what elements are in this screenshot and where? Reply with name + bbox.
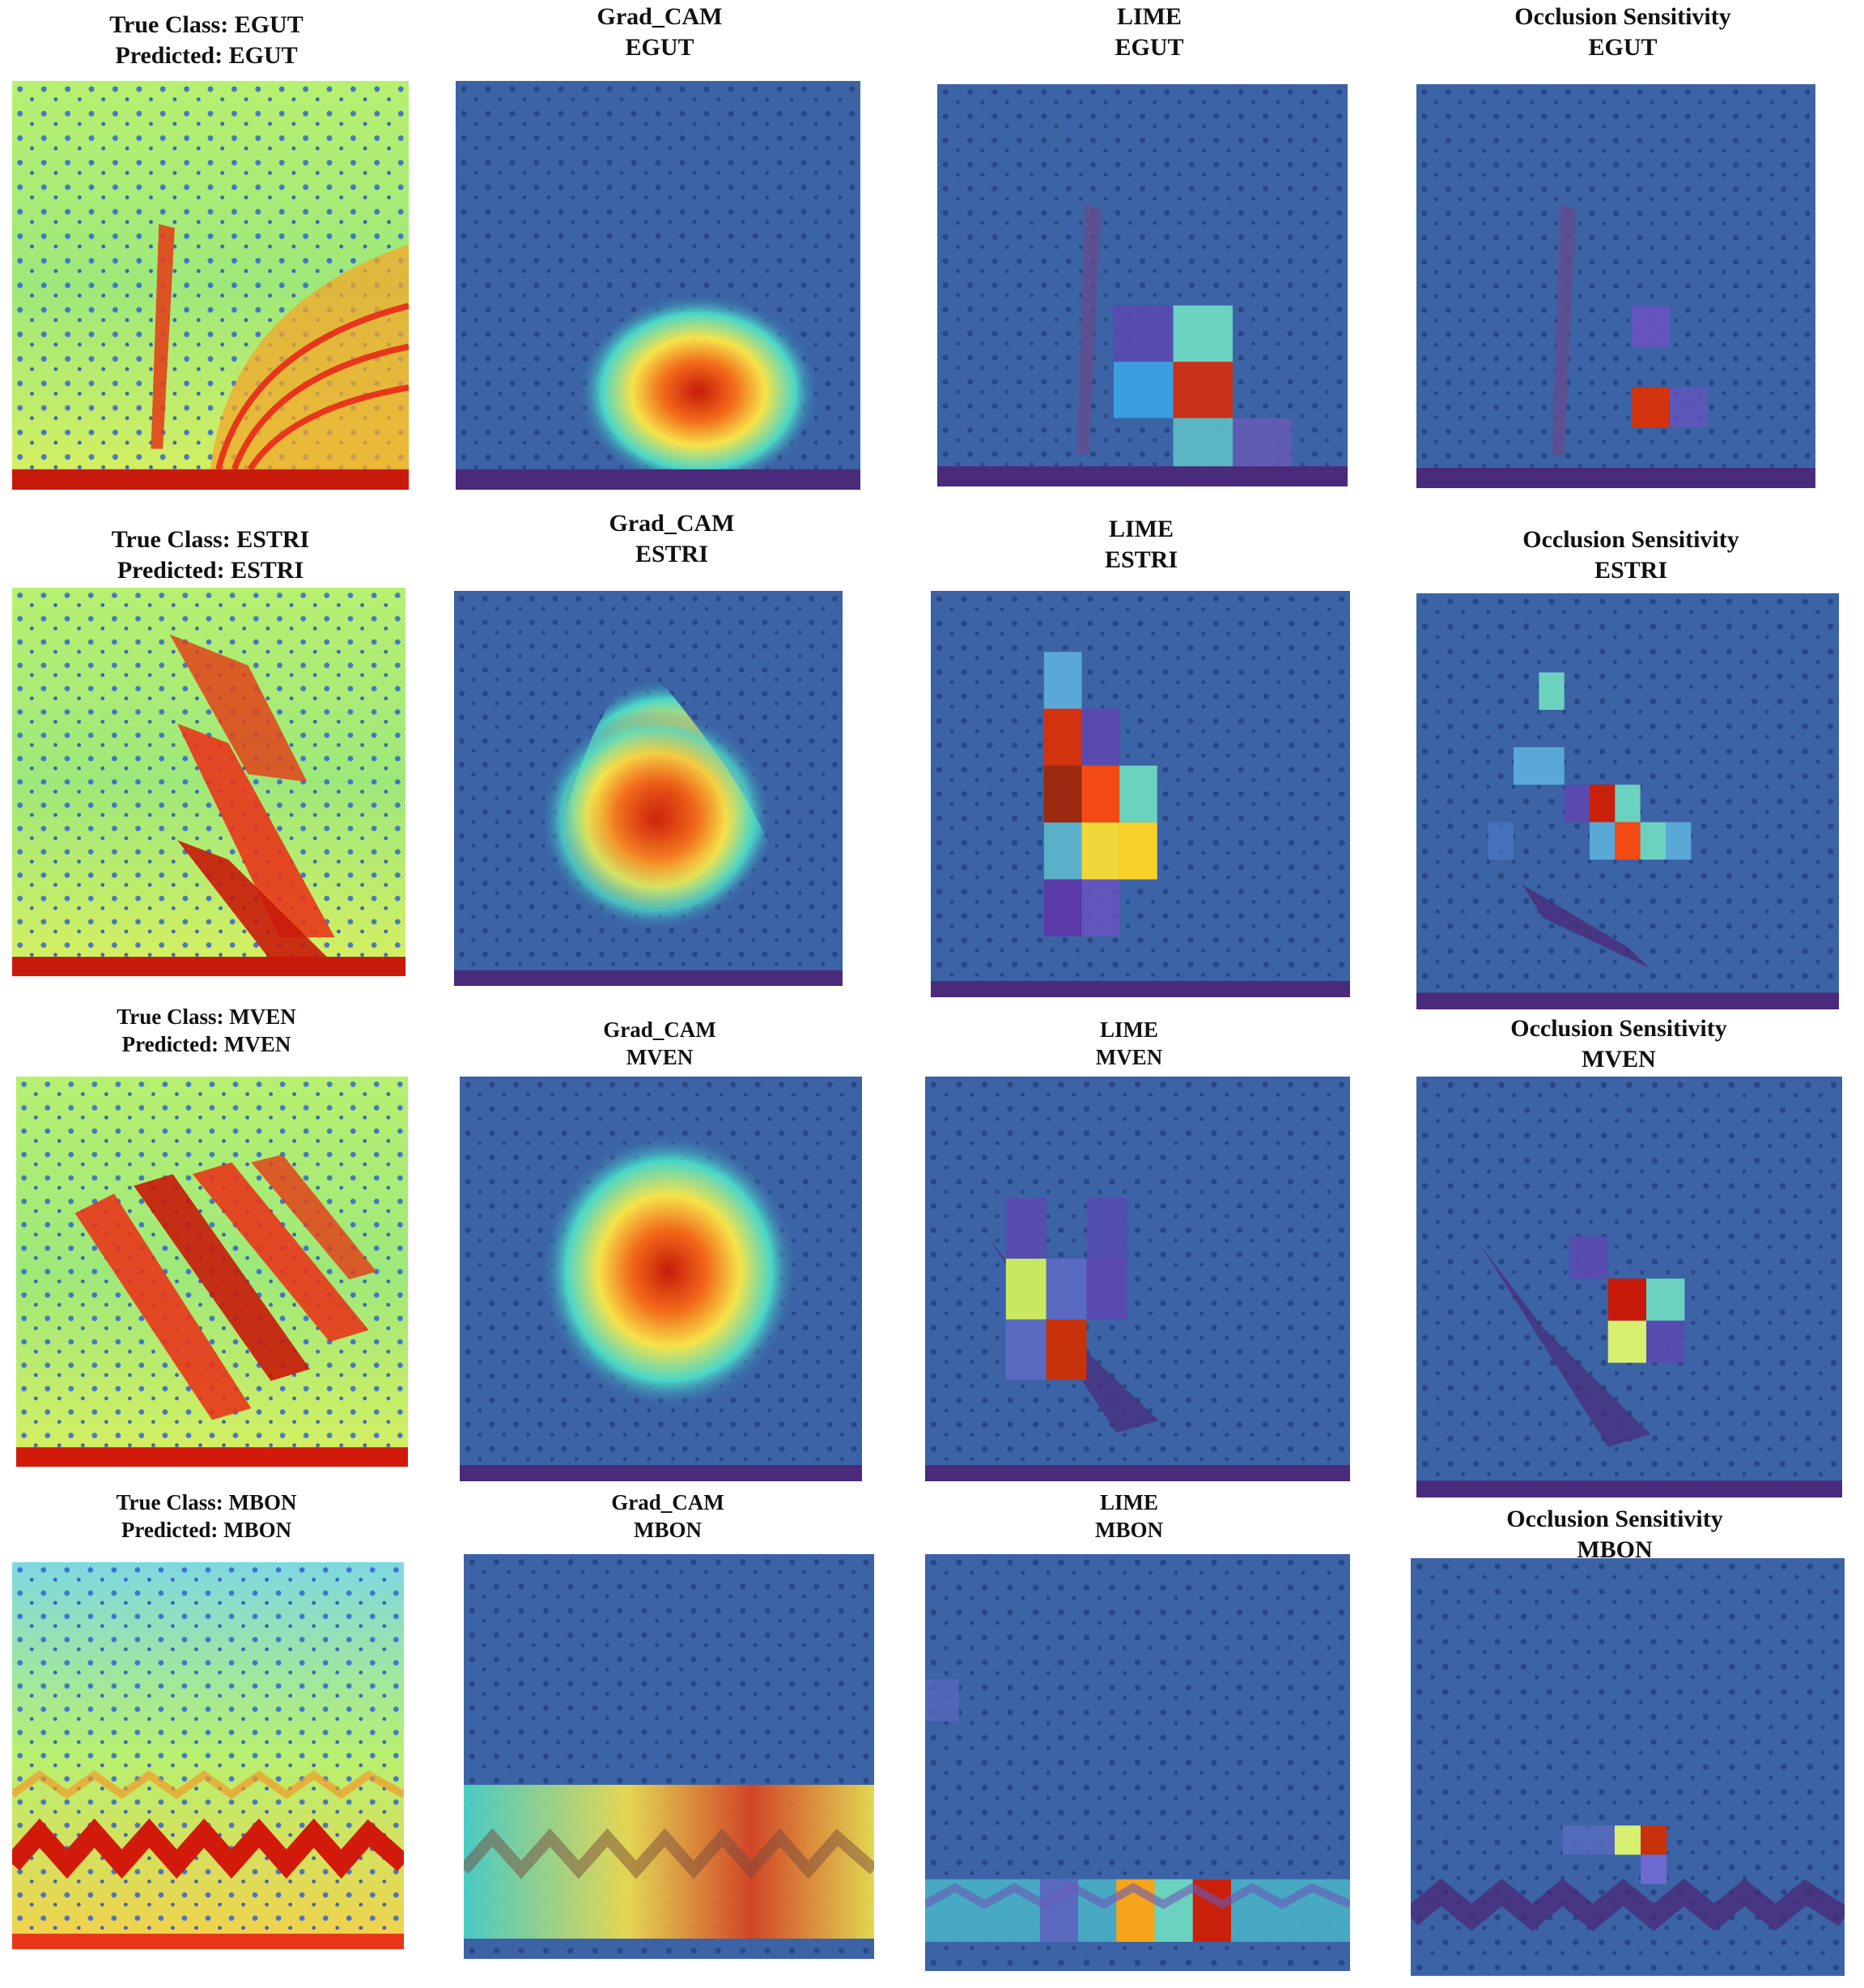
title-line-2: Predicted: MBON bbox=[121, 1517, 292, 1542]
title-original-mbon: True Class: MBON Predicted: MBON bbox=[0, 1489, 413, 1544]
title-line-2: MBON bbox=[1095, 1517, 1163, 1542]
title-lime-mbon: LIME MBON bbox=[923, 1489, 1335, 1544]
title-gradcam-mbon: Grad_CAM MBON bbox=[461, 1489, 874, 1544]
lime-map-mven bbox=[925, 1077, 1350, 1481]
title-original-estri: True Class: ESTRI Predicted: ESTRI bbox=[0, 525, 421, 585]
title-line-1: Grad_CAM bbox=[597, 3, 723, 30]
title-gradcam-mven: Grad_CAM MVEN bbox=[453, 1017, 866, 1072]
occlusion-map-mven bbox=[1416, 1077, 1842, 1497]
title-occlusion-estri: Occlusion Sensitivity ESTRI bbox=[1412, 525, 1849, 585]
title-line-2: MVEN bbox=[1582, 1045, 1656, 1073]
title-line-1: Occlusion Sensitivity bbox=[1506, 1506, 1723, 1532]
title-line-1: LIME bbox=[1099, 1017, 1158, 1042]
spectrogram-mbon bbox=[12, 1562, 404, 1949]
title-occlusion-mven: Occlusion Sensitivity MVEN bbox=[1408, 1013, 1829, 1074]
title-line-1: Grad_CAM bbox=[611, 1490, 724, 1514]
title-line-1: LIME bbox=[1116, 3, 1182, 30]
title-original-mven: True Class: MVEN Predicted: MVEN bbox=[0, 1004, 413, 1059]
lime-map-egut bbox=[937, 84, 1348, 486]
title-lime-mven: LIME MVEN bbox=[923, 1017, 1335, 1072]
title-line-2: Predicted: EGUT bbox=[115, 41, 298, 69]
title-line-2: EGUT bbox=[1115, 33, 1184, 61]
spectrogram-estri bbox=[12, 588, 405, 976]
title-line-2: MVEN bbox=[626, 1044, 694, 1069]
title-line-1: True Class: ESTRI bbox=[111, 526, 310, 553]
title-lime-egut: LIME EGUT bbox=[947, 2, 1352, 62]
title-line-1: True Class: MBON bbox=[116, 1490, 297, 1514]
spectrogram-mven bbox=[16, 1077, 408, 1467]
title-line-1: Occlusion Sensitivity bbox=[1514, 3, 1731, 30]
title-line-1: Grad_CAM bbox=[609, 510, 735, 537]
spectrogram-egut bbox=[12, 81, 409, 490]
title-occlusion-mbon: Occlusion Sensitivity MBON bbox=[1404, 1504, 1825, 1565]
title-line-1: Occlusion Sensitivity bbox=[1522, 526, 1739, 553]
title-gradcam-egut: Grad_CAM EGUT bbox=[453, 2, 866, 62]
title-line-1: True Class: EGUT bbox=[109, 11, 304, 38]
title-line-2: Predicted: MVEN bbox=[121, 1031, 291, 1056]
gradcam-map-estri bbox=[454, 591, 843, 986]
title-line-2: EGUT bbox=[625, 33, 694, 61]
title-line-2: ESTRI bbox=[1594, 556, 1668, 584]
title-line-1: LIME bbox=[1108, 516, 1174, 542]
title-original-egut: True Class: EGUT Predicted: EGUT bbox=[0, 10, 413, 70]
title-line-2: MVEN bbox=[1095, 1044, 1163, 1069]
gradcam-map-mven bbox=[460, 1077, 862, 1481]
occlusion-map-mbon bbox=[1411, 1558, 1845, 1976]
title-gradcam-estri: Grad_CAM ESTRI bbox=[461, 508, 882, 569]
title-line-1: Occlusion Sensitivity bbox=[1510, 1015, 1727, 1042]
title-line-1: True Class: MVEN bbox=[117, 1005, 296, 1029]
title-lime-estri: LIME ESTRI bbox=[931, 514, 1352, 575]
gradcam-map-mbon bbox=[464, 1554, 874, 1959]
occlusion-map-estri bbox=[1416, 593, 1839, 1009]
lime-map-estri bbox=[931, 591, 1350, 997]
title-line-1: LIME bbox=[1099, 1490, 1158, 1514]
occlusion-map-egut bbox=[1416, 84, 1815, 488]
title-occlusion-egut: Occlusion Sensitivity EGUT bbox=[1412, 2, 1833, 62]
lime-map-mbon bbox=[925, 1554, 1350, 1971]
gradcam-map-egut bbox=[456, 81, 860, 490]
title-line-2: ESTRI bbox=[1104, 546, 1178, 573]
title-line-2: EGUT bbox=[1588, 33, 1658, 61]
title-line-2: Predicted: ESTRI bbox=[117, 556, 304, 584]
title-line-2: ESTRI bbox=[635, 540, 709, 567]
title-line-2: MBON bbox=[634, 1517, 702, 1542]
title-line-1: Grad_CAM bbox=[603, 1017, 716, 1042]
